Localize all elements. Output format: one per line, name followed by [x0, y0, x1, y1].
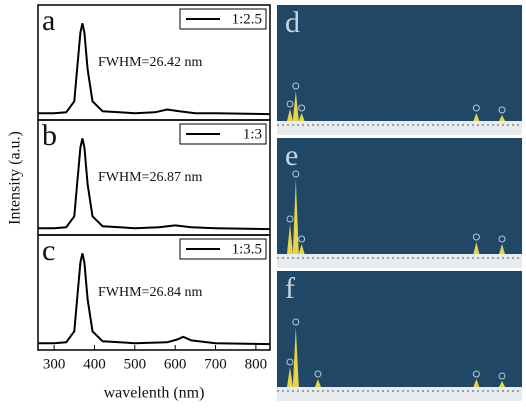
panel-label: e — [285, 139, 298, 172]
panel-background — [277, 271, 522, 401]
panel-background — [277, 138, 522, 268]
legend-label: 1:3.5 — [232, 241, 262, 257]
annotation: FWHM=26.42 nm — [98, 55, 202, 70]
annotation: FWHM=26.87 nm — [98, 170, 202, 185]
y-axis-label: Intensity (a.u.) — [7, 131, 24, 225]
panel-label: c — [42, 234, 55, 267]
x-tick-label: 300 — [43, 356, 66, 372]
axis-strip — [277, 387, 522, 401]
panel-label: b — [42, 119, 57, 152]
panel-label: d — [285, 6, 300, 39]
panel-label: a — [42, 4, 55, 37]
x-tick-label: 400 — [83, 356, 106, 372]
figure: a FWHM=26.42 nm 1:2.5 b FWHM=26.87 nm 1:3 Inte… — [0, 0, 526, 409]
x-axis-label: wavelenth (nm) — [104, 385, 205, 402]
x-tick-label: 500 — [124, 356, 147, 372]
annotation: FWHM=26.84 nm — [98, 285, 202, 300]
axis-strip — [277, 254, 522, 268]
legend-label: 1:2.5 — [232, 11, 262, 27]
panel-label: f — [285, 272, 295, 305]
panel-background — [277, 5, 522, 135]
x-tick-label: 800 — [245, 356, 268, 372]
legend-label: 1:3 — [243, 126, 262, 142]
x-tick-label: 700 — [204, 356, 227, 372]
axis-strip — [277, 121, 522, 135]
x-tick-label: 600 — [164, 356, 187, 372]
